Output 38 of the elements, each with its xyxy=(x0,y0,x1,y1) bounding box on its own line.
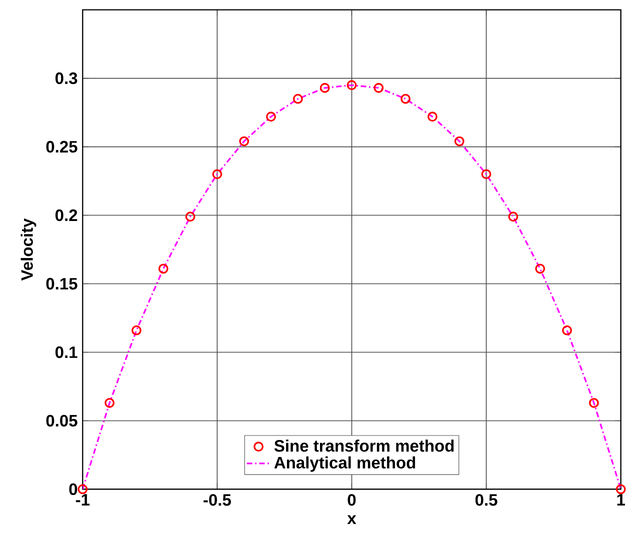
point xyxy=(588,398,599,408)
point xyxy=(562,325,572,336)
point xyxy=(292,94,303,104)
legend-label: Sine transform method xyxy=(274,440,454,452)
point xyxy=(616,484,626,494)
point xyxy=(535,264,546,274)
y-tick-label: 0.25 xyxy=(46,140,78,153)
y-tick-label: 0 xyxy=(69,483,78,496)
y-axis-title: Velocity xyxy=(20,218,36,281)
y-tick-label: 0.05 xyxy=(46,414,78,427)
point xyxy=(158,264,168,274)
point xyxy=(428,112,438,122)
point xyxy=(481,169,492,180)
x-tick-label: 1 xyxy=(617,494,625,506)
x-tick-label: 0 xyxy=(348,494,356,506)
point xyxy=(508,212,518,222)
point xyxy=(132,325,142,336)
y-tick-label: 0.3 xyxy=(55,72,78,84)
point xyxy=(185,212,196,222)
point xyxy=(320,82,330,93)
y-tick-label: 0.2 xyxy=(55,209,78,222)
point xyxy=(346,80,357,90)
point xyxy=(266,112,276,122)
y-tick-label: 0.1 xyxy=(55,346,78,358)
legend-label: Analytical method xyxy=(274,456,416,472)
point xyxy=(374,82,384,93)
point xyxy=(400,94,411,104)
x-tick-label: -1 xyxy=(76,494,90,506)
point xyxy=(212,169,222,180)
point xyxy=(239,136,250,146)
y-tick-label: 0.15 xyxy=(46,278,78,290)
point xyxy=(104,398,115,408)
point xyxy=(78,484,88,494)
x-tick-label: 0.5 xyxy=(475,494,498,506)
x-tick-label: -0.5 xyxy=(204,494,231,506)
line-series xyxy=(82,84,621,490)
point xyxy=(454,136,464,146)
x-axis-title: x xyxy=(347,515,356,524)
